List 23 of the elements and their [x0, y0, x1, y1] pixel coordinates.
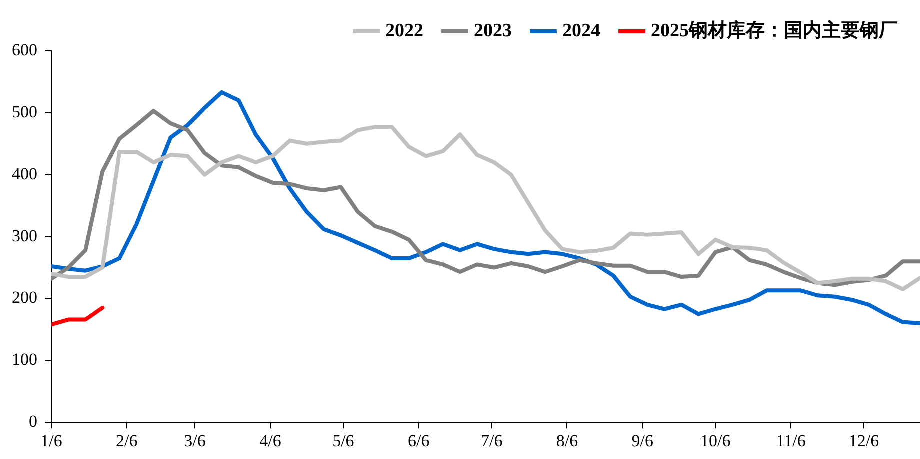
- x-tick-label: 6/6: [408, 431, 430, 450]
- x-tick-label: 1/6: [40, 431, 62, 450]
- y-tick-label: 500: [12, 102, 38, 122]
- y-tick-label: 0: [29, 412, 38, 432]
- x-tick-label: 2/6: [116, 431, 138, 450]
- x-tick-label: 4/6: [260, 431, 282, 450]
- y-tick-label: 600: [12, 40, 38, 60]
- x-tick-label: 3/6: [184, 431, 206, 450]
- x-tick-label: 7/6: [480, 431, 503, 450]
- y-tick-label: 100: [12, 350, 38, 370]
- x-tick-label: 10/6: [700, 431, 731, 450]
- legend-label: 2025钢材库存：国内主要钢厂: [651, 19, 898, 42]
- y-tick-label: 200: [12, 288, 38, 308]
- legend-label: 2023: [474, 20, 512, 42]
- x-tick-label: 9/6: [632, 431, 654, 450]
- x-tick-label: 8/6: [556, 431, 578, 450]
- x-tick-label: 12/6: [848, 431, 880, 450]
- legend-label: 2024: [562, 20, 601, 42]
- x-tick-label: 5/6: [332, 431, 354, 450]
- legend-label: 2022: [386, 20, 424, 42]
- x-tick-label: 11/6: [776, 431, 806, 450]
- y-tick-label: 400: [12, 164, 38, 184]
- y-tick-label: 300: [12, 226, 38, 246]
